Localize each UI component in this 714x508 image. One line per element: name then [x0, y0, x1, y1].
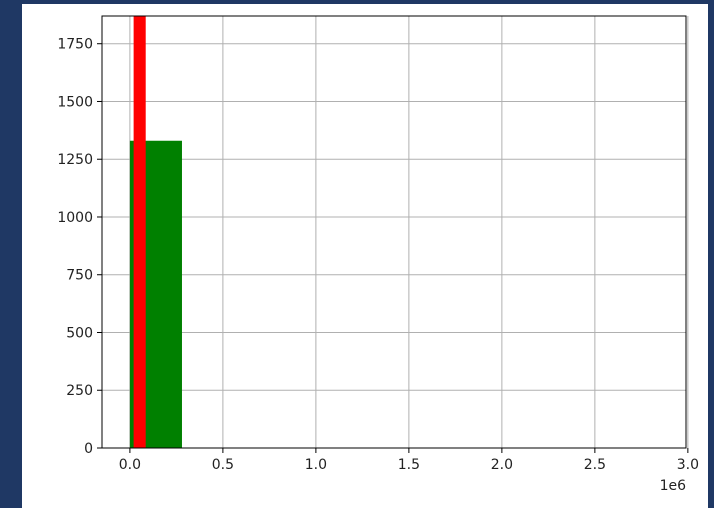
x-tick-label: 0.5 [212, 457, 234, 473]
x-tick-label: 1.5 [398, 457, 420, 473]
x-tick-label: 3.0 [677, 457, 699, 473]
x-tick-label: 2.0 [491, 457, 513, 473]
y-tick-label: 500 [66, 325, 93, 341]
x-tick-label: 1.0 [305, 457, 327, 473]
y-tick-label: 1500 [57, 94, 93, 110]
y-tick-label: 250 [66, 383, 93, 399]
bars-layer [129, 16, 182, 448]
y-tick-label: 1000 [57, 210, 93, 226]
y-tick-label: 1750 [57, 37, 93, 53]
x-tick-label: 2.5 [584, 457, 606, 473]
x-axis-offset-label: 1e6 [660, 478, 687, 494]
histogram-bar [133, 16, 146, 448]
x-axis-ticks: 0.0 0.5 1.0 1.5 2.0 2.5 3.0 [119, 448, 699, 473]
grid-lines [102, 16, 689, 449]
x-tick-label: 0.0 [119, 457, 141, 473]
y-axis-ticks: 0 250 500 750 1000 1250 1500 1750 [57, 37, 102, 457]
y-tick-label: 1250 [57, 152, 93, 168]
plot-area-border [101, 15, 687, 449]
y-tick-label: 0 [84, 441, 93, 457]
figure-frame: 0.0 0.5 1.0 1.5 2.0 2.5 3.0 0 250 500 750 1000 1250… [22, 4, 708, 508]
histogram-chart: 0.0 0.5 1.0 1.5 2.0 2.5 3.0 0 250 500 750 1000 1250… [57, 15, 699, 494]
y-tick-label: 750 [66, 268, 93, 284]
